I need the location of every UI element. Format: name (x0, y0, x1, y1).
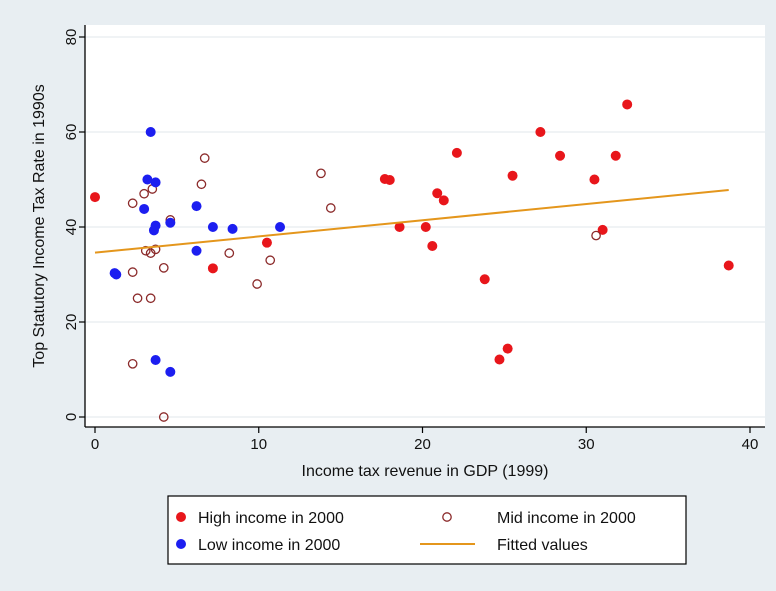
legend-marker (442, 512, 452, 522)
data-point (127, 198, 138, 209)
data-point (127, 358, 138, 369)
data-point (111, 269, 122, 280)
legend-marker (176, 512, 186, 522)
data-point (275, 222, 286, 232)
data-point (227, 223, 238, 234)
data-point (150, 355, 161, 365)
data-point (316, 168, 326, 179)
y-tick-label: 60 (63, 124, 80, 141)
data-point (420, 222, 431, 232)
data-point (199, 153, 210, 163)
data-point (325, 203, 336, 213)
data-point (261, 237, 272, 248)
data-point (502, 343, 513, 354)
data-point (207, 222, 218, 232)
data-point (535, 127, 546, 137)
legend-label: High income in 2000 (198, 510, 344, 527)
data-point (165, 366, 176, 377)
legend-label: Low income in 2000 (198, 537, 340, 554)
data-point (591, 230, 601, 241)
x-tick-label: 20 (414, 436, 431, 453)
x-tick-label: 10 (250, 436, 267, 453)
data-point (451, 147, 462, 158)
data-point (494, 354, 505, 365)
data-point (265, 255, 276, 266)
data-point (252, 279, 262, 289)
data-point (597, 224, 608, 235)
data-point (432, 188, 443, 199)
x-tick-label: 40 (742, 436, 759, 453)
data-point (165, 217, 176, 228)
x-tick-label: 30 (578, 436, 595, 453)
data-point (427, 241, 438, 251)
data-point (90, 192, 100, 203)
data-point (384, 174, 395, 185)
legend-label: Fitted values (497, 537, 588, 554)
data-point (589, 174, 600, 185)
data-point (139, 188, 149, 199)
data-point (507, 170, 518, 181)
data-point (394, 222, 405, 232)
legend-label: Mid income in 2000 (497, 510, 636, 527)
data-point (555, 150, 566, 161)
data-point (622, 99, 633, 110)
y-tick-label: 0 (63, 413, 80, 421)
data-point (142, 174, 153, 185)
y-tick-label: 80 (63, 29, 80, 46)
data-point (723, 260, 734, 271)
data-point (139, 203, 150, 214)
x-axis-title: Income tax revenue in GDP (1999) (302, 463, 549, 480)
legend-marker (176, 539, 186, 549)
data-point (224, 248, 235, 258)
data-point (150, 220, 161, 231)
data-point (207, 263, 218, 274)
y-tick-label: 40 (63, 219, 80, 236)
data-point (438, 195, 449, 206)
legend-box (167, 495, 687, 565)
data-point (191, 245, 202, 256)
data-point (145, 127, 156, 137)
data-point (150, 244, 161, 255)
axes: 0 10 20 30 40 0 20 40 60 80 (63, 25, 765, 453)
data-point (145, 293, 156, 304)
plot-area (85, 25, 765, 427)
x-tick-label: 0 (91, 436, 99, 453)
data-point (140, 245, 151, 256)
data-point (191, 201, 202, 212)
data-point (158, 262, 169, 273)
data-point (132, 293, 143, 304)
y-axis-title: Top Statutory Income Tax Rate in 1990s (31, 84, 48, 367)
y-tick-label: 20 (63, 314, 80, 331)
data-point (127, 267, 138, 277)
legend: High income in 2000 Mid income in 2000 Low… (167, 495, 687, 565)
data-point (158, 412, 169, 422)
data-point (150, 177, 161, 188)
data-point (479, 274, 490, 285)
data-point (610, 150, 621, 161)
fitted-line (94, 188, 729, 254)
data-point (196, 179, 207, 190)
